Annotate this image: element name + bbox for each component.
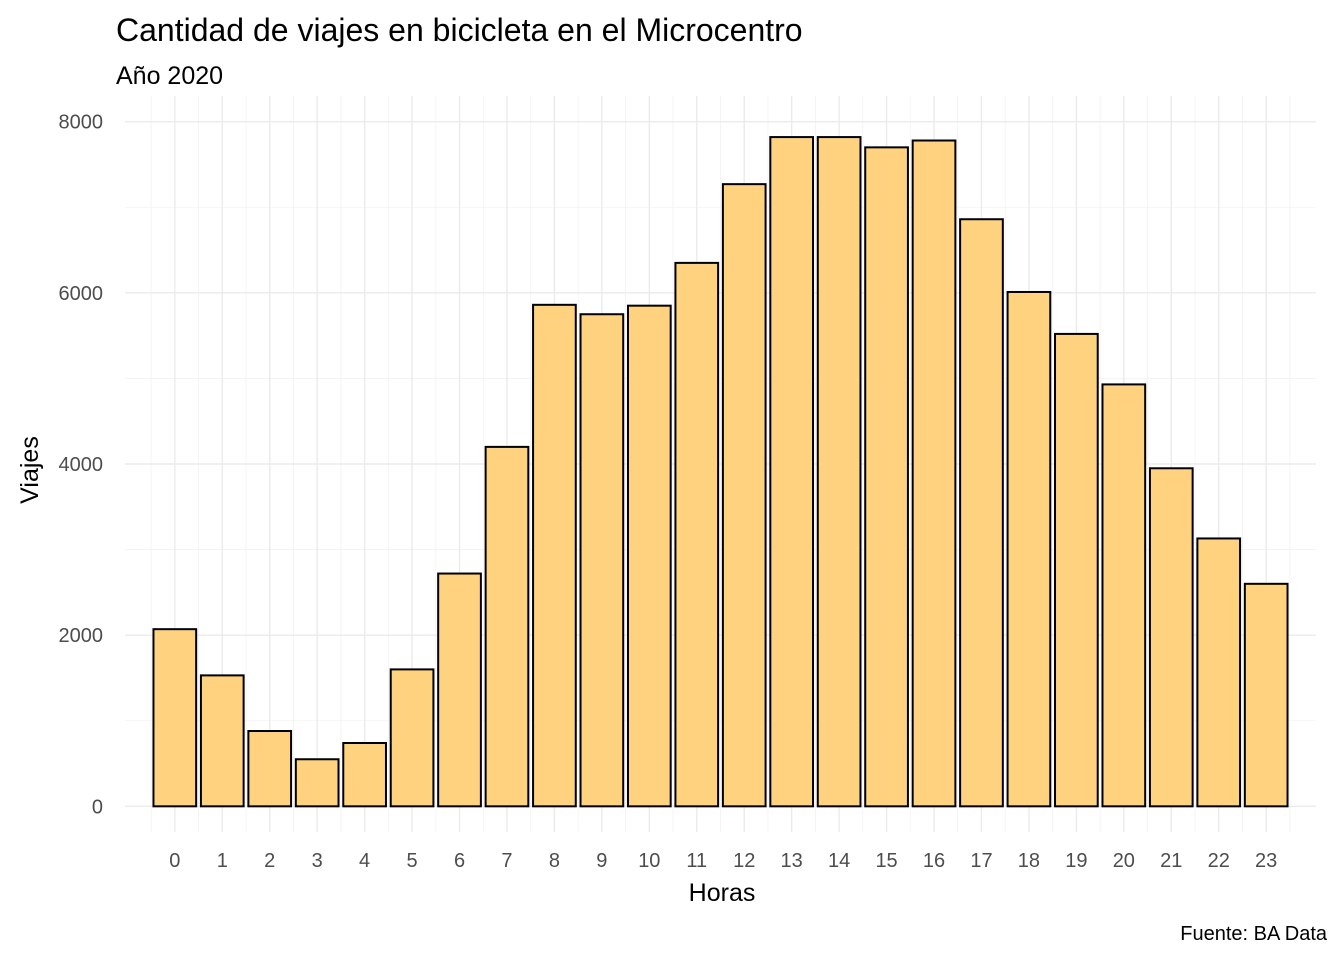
bar-hour-15 [864, 146, 909, 808]
x-tick-label: 9 [596, 850, 607, 872]
x-tick-label: 23 [1255, 850, 1277, 872]
bar-hour-23 [1243, 582, 1289, 808]
x-tick-label: 18 [1018, 850, 1040, 872]
bar-hour-1 [199, 674, 245, 808]
y-axis-title: Viajes [16, 436, 44, 504]
bar-hour-9 [579, 313, 625, 808]
x-tick-label: 11 [686, 850, 707, 872]
bar-hour-22 [1196, 537, 1242, 808]
bar-hour-8 [532, 303, 577, 808]
bar-hour-7 [484, 445, 530, 808]
x-tick-label: 21 [1160, 850, 1182, 872]
bar-hour-18 [1006, 290, 1052, 808]
x-tick-label: 6 [454, 850, 465, 872]
chart-title: Cantidad de viajes en bicicleta en el Mi… [116, 12, 803, 48]
x-tick-label: 17 [970, 850, 992, 872]
x-tick-label: 14 [828, 850, 850, 872]
bar-hour-6 [437, 572, 482, 808]
x-tick-label: 3 [312, 850, 323, 872]
x-tick-label: 1 [217, 850, 228, 872]
x-tick-label: 15 [875, 850, 897, 872]
bar-hour-16 [911, 139, 957, 808]
y-axis-ticks: 0 2000 4000 6000 8000 [59, 112, 104, 819]
bar-hour-3 [294, 758, 340, 808]
y-tick-label: 6000 [59, 283, 104, 305]
x-tick-label: 7 [501, 850, 512, 872]
chart-subtitle: Año 2020 [116, 62, 223, 90]
x-tick-label: 22 [1208, 850, 1230, 872]
y-tick-label: 2000 [59, 625, 104, 647]
bar-hour-11 [674, 261, 720, 808]
x-tick-label: 0 [169, 850, 180, 872]
bar-hour-19 [1054, 332, 1099, 808]
x-tick-label: 20 [1113, 850, 1135, 872]
y-tick-label: 8000 [59, 112, 104, 134]
x-tick-label: 16 [923, 850, 945, 872]
x-tick-label: 19 [1065, 850, 1087, 872]
bar-hour-20 [1101, 383, 1147, 808]
bar-hour-5 [389, 668, 435, 808]
x-axis-ticks: 0 1 2 3 4 5 6 7 8 9 10 11 12 13 14 15 16 17 18 19 20 21 22 23 [169, 850, 1277, 872]
x-tick-label: 2 [264, 850, 275, 872]
bar-hour-21 [1148, 467, 1194, 808]
x-tick-label: 10 [638, 850, 660, 872]
x-tick-label: 12 [733, 850, 755, 872]
x-tick-label: 13 [781, 850, 803, 872]
y-tick-label: 0 [92, 796, 103, 818]
bar-hour-10 [626, 304, 672, 808]
x-axis-title: Horas [689, 879, 756, 907]
bar-hour-12 [721, 183, 767, 808]
x-tick-label: 8 [549, 850, 560, 872]
bars [152, 136, 1289, 808]
bar-hour-2 [247, 730, 293, 808]
bar-hour-17 [959, 218, 1004, 808]
x-tick-label: 5 [407, 850, 418, 872]
bar-hour-14 [816, 136, 862, 808]
bar-hour-13 [769, 136, 815, 808]
source-caption: Fuente: BA Data [1180, 923, 1328, 945]
bar-hour-4 [342, 741, 387, 808]
y-tick-label: 4000 [59, 454, 104, 476]
x-tick-label: 4 [359, 850, 370, 872]
bar-hour-0 [152, 628, 198, 808]
